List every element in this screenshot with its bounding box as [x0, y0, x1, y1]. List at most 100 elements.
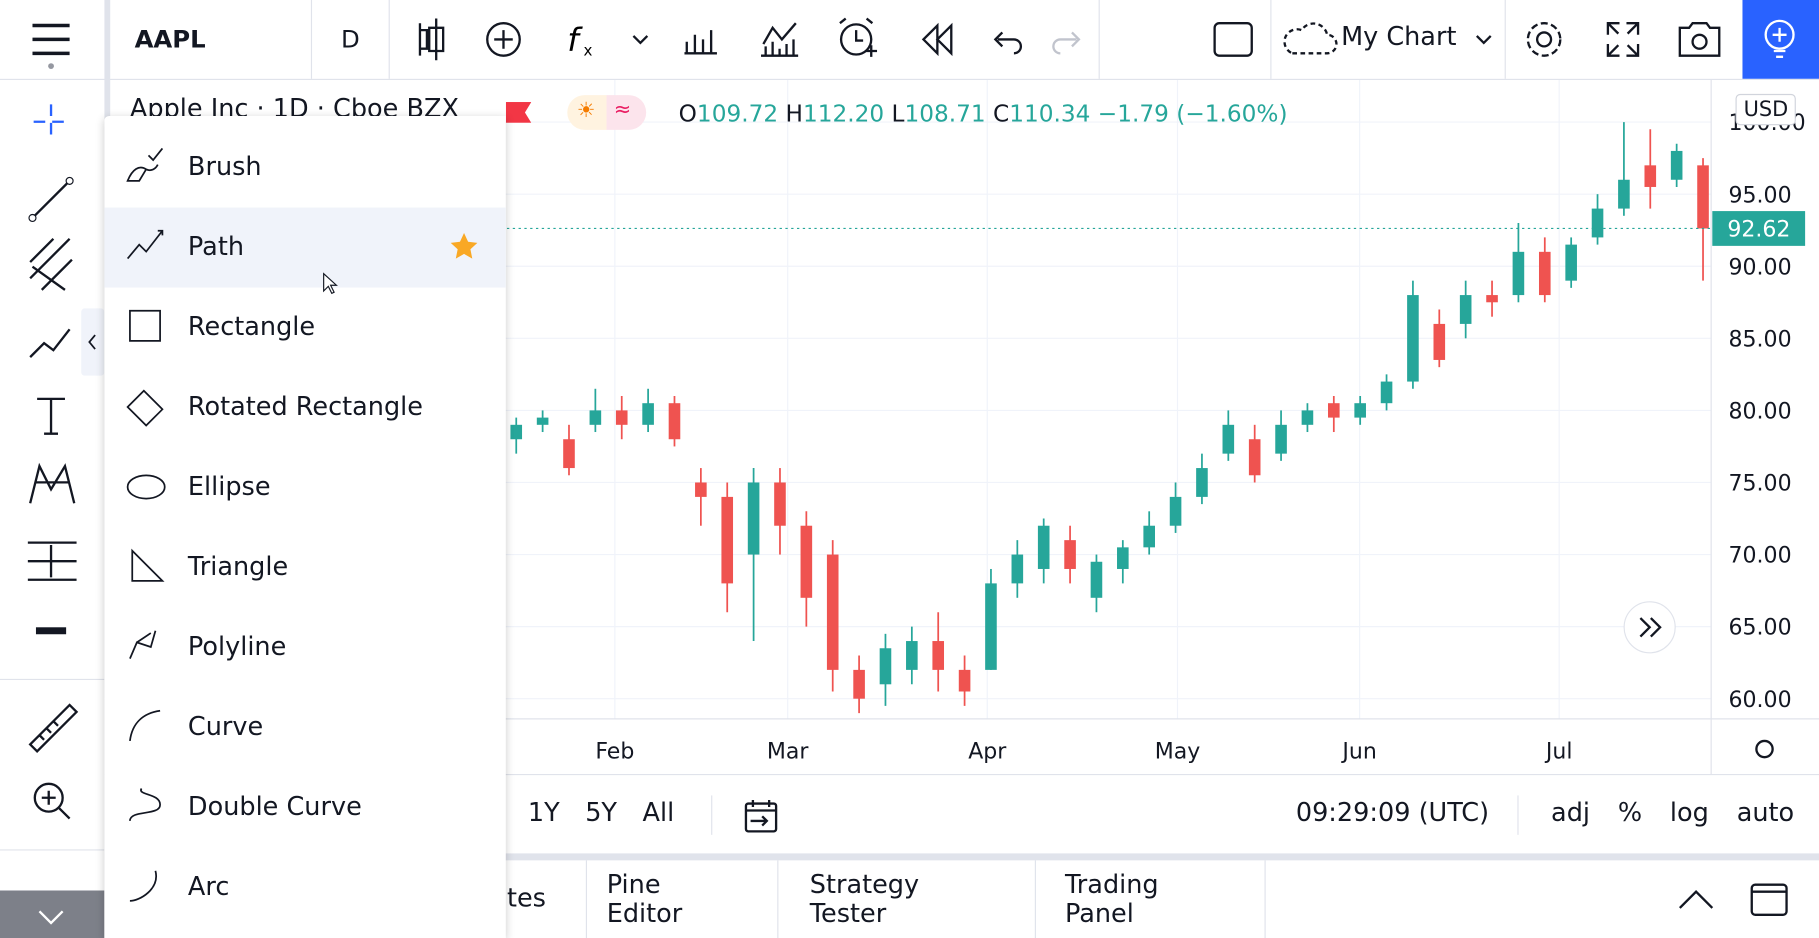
- candle-body: [1459, 295, 1472, 324]
- layout-icon[interactable]: [1213, 22, 1253, 57]
- candle-body: [1143, 525, 1155, 548]
- menu-item[interactable]: Rotated Rectangle: [104, 368, 505, 448]
- goto-date[interactable]: [744, 798, 781, 835]
- maximize[interactable]: [1750, 883, 1788, 917]
- expand-tab[interactable]: [81, 308, 105, 376]
- icon-shape: [126, 147, 164, 182]
- y-tick-label: 95.00: [1729, 183, 1792, 208]
- menu-icon: [126, 229, 164, 260]
- menu-icon: [126, 147, 164, 182]
- menu-item[interactable]: Path: [104, 207, 506, 288]
- candle-body: [1090, 561, 1103, 598]
- icon-shape: [126, 389, 164, 427]
- candle-body: [721, 496, 734, 584]
- menu-item[interactable]: Rectangle: [104, 288, 505, 368]
- favorite-star[interactable]: [448, 231, 480, 263]
- range-button[interactable]: 5Y: [585, 798, 618, 828]
- icons-tool[interactable]: [35, 627, 67, 635]
- candle-body: [1697, 165, 1709, 229]
- menu-item[interactable]: Arc: [104, 848, 505, 928]
- panel-tab[interactable]: Strategy Tester: [809, 870, 920, 929]
- panel-tab[interactable]: tes: [506, 884, 546, 914]
- candle-body: [1011, 554, 1024, 584]
- flag[interactable]: [505, 102, 532, 123]
- mouse-cursor: [323, 272, 338, 295]
- menu-item[interactable]: Ellipse: [104, 448, 505, 528]
- prediction-tool[interactable]: [27, 541, 77, 581]
- menu-icon[interactable]: [32, 23, 70, 56]
- drawing-menu: Brush Path Rectangle Rotated Rectangle Ellip…: [104, 115, 506, 938]
- scale-option[interactable]: auto: [1736, 798, 1795, 828]
- brush-tool[interactable]: [29, 328, 71, 358]
- tab-separator: [1034, 860, 1036, 938]
- bottom-bar: 1Y 5Y All 09:29:09 (UTC) adj% log auto: [507, 775, 1819, 856]
- candle-body: [774, 482, 786, 526]
- undo-icon[interactable]: [993, 31, 1023, 55]
- cloud-icon[interactable]: [1283, 22, 1338, 55]
- layout-name[interactable]: My Chart: [1341, 23, 1457, 53]
- settings-icon[interactable]: [1535, 31, 1553, 48]
- change: −1.79 (−1.60%): [1097, 99, 1288, 128]
- menu-label: Rotated Rectangle: [187, 393, 423, 423]
- candle-body: [932, 641, 945, 670]
- zoom-tool[interactable]: [33, 782, 64, 813]
- icon-shape: [129, 709, 161, 742]
- menu-item[interactable]: Curve: [104, 688, 505, 768]
- menu-item[interactable]: Polyline: [104, 608, 505, 688]
- templates-icon[interactable]: [761, 22, 799, 57]
- cursor-tool[interactable]: [33, 104, 69, 140]
- replay-icon[interactable]: [921, 22, 953, 57]
- candle-body: [1037, 525, 1050, 569]
- scale-option[interactable]: %: [1617, 798, 1643, 828]
- text-tool[interactable]: [37, 397, 65, 435]
- icon: x: [584, 42, 593, 60]
- compare-icon[interactable]: [684, 30, 717, 55]
- indicators-icon[interactable]: f: [567, 21, 583, 59]
- range-button[interactable]: 1Y: [527, 798, 560, 828]
- icon-shape: [129, 630, 157, 659]
- pattern-tool[interactable]: [29, 462, 76, 504]
- icon-shape: [126, 229, 164, 260]
- fib-tool[interactable]: [29, 238, 73, 291]
- interval[interactable]: D: [340, 25, 360, 54]
- value: 108.71: [904, 99, 986, 128]
- collapse[interactable]: [1679, 890, 1714, 909]
- y-tick-label: 85.00: [1729, 327, 1792, 352]
- range-button[interactable]: All: [642, 798, 675, 828]
- scale-option[interactable]: log: [1669, 798, 1709, 828]
- add-icon[interactable]: [486, 22, 521, 57]
- menu-item[interactable]: Brush: [104, 128, 505, 208]
- measure-tool[interactable]: [28, 703, 79, 753]
- alert-icon[interactable]: [839, 23, 873, 56]
- menu-label: Brush: [187, 153, 262, 183]
- caret[interactable]: [1475, 35, 1492, 45]
- menu-icon: [129, 630, 157, 659]
- scale-option[interactable]: adj: [1551, 798, 1590, 828]
- caret[interactable]: [632, 35, 649, 45]
- panel-tab[interactable]: Pine Editor: [606, 870, 683, 929]
- candle-body: [1670, 150, 1683, 180]
- y-tick-label: 75.00: [1729, 472, 1792, 497]
- menu-label: Rectangle: [187, 313, 316, 343]
- fullscreen-icon[interactable]: [1606, 22, 1640, 57]
- chart-type-icon[interactable]: [418, 18, 445, 61]
- menu-label: Double Curve: [187, 793, 362, 823]
- settings-sun[interactable]: [1755, 739, 1774, 759]
- symbol[interactable]: AAPL: [134, 25, 206, 54]
- menu-item[interactable]: Triangle: [104, 528, 505, 608]
- menu-item[interactable]: Double Curve: [104, 768, 505, 848]
- candle-body: [615, 410, 628, 425]
- candle-body: [879, 648, 892, 685]
- more-tools[interactable]: [0, 890, 105, 938]
- panel-tab[interactable]: Trading Panel: [1064, 870, 1159, 929]
- clock[interactable]: 09:29:09 (UTC): [1295, 798, 1490, 828]
- label: L: [891, 99, 905, 128]
- candle-body: [1644, 165, 1657, 187]
- candle-body: [958, 669, 971, 692]
- label: C: [993, 99, 1010, 128]
- trend-line-tool[interactable]: [31, 180, 71, 219]
- camera-icon[interactable]: [1678, 22, 1721, 57]
- menu-icon: [129, 787, 161, 822]
- currency[interactable]: USD: [1735, 93, 1797, 126]
